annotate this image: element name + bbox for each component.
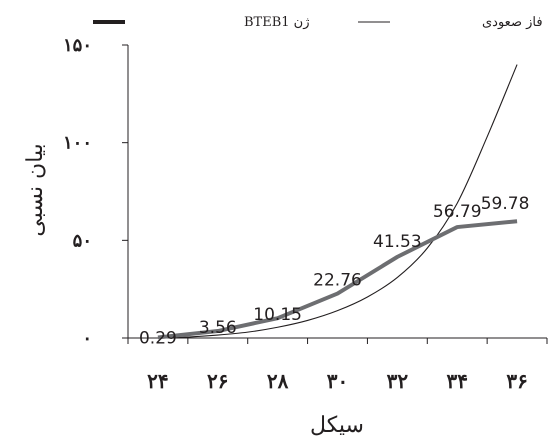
legend-label-bteb1: ژن BTEB1: [244, 15, 310, 30]
x-tick-label: ۳۲: [387, 369, 409, 393]
x-axis-title: سیکل: [310, 413, 364, 438]
data-labels: 0.29 3.56 10.15 22.76 41.53 56.79 59.78: [139, 194, 529, 348]
y-tick-label: ۰: [82, 328, 92, 349]
data-label: 0.29: [139, 328, 177, 348]
axes: [127, 45, 547, 339]
x-tick-label: ۲۴: [147, 369, 168, 393]
data-label: 41.53: [373, 232, 422, 252]
series-line-bteb1: [157, 219, 518, 340]
y-tick-label: ۱۵۰: [63, 35, 92, 56]
legend: ژن BTEB1 فاز صعودی: [93, 15, 543, 30]
legend-label-ascending-phase: فاز صعودی: [482, 15, 543, 30]
x-tick-label: ۳۶: [506, 369, 527, 393]
data-label: 59.78: [481, 194, 530, 214]
x-tick-label: ۲۶: [207, 369, 228, 393]
x-tick-label: ۳۰: [327, 369, 348, 393]
x-tick-label: ۳۴: [446, 369, 467, 393]
x-axis-ticks: ۲۴ ۲۶ ۲۸ ۳۰ ۳۲ ۳۴ ۳۶: [127, 338, 548, 393]
x-tick-label: ۲۸: [267, 369, 289, 393]
y-axis-title: بیان نسبی: [23, 143, 48, 236]
data-label: 56.79: [433, 202, 482, 222]
data-label: 10.15: [253, 305, 302, 325]
data-label: 3.56: [199, 318, 237, 338]
y-axis-ticks: ۰ ۵۰ ۱۰۰ ۱۵۰: [63, 35, 128, 349]
data-label: 22.76: [313, 271, 362, 291]
series-line-ascending-phase: [157, 64, 518, 339]
y-tick-label: ۱۰۰: [63, 133, 92, 154]
y-tick-label: ۵۰: [73, 230, 92, 251]
